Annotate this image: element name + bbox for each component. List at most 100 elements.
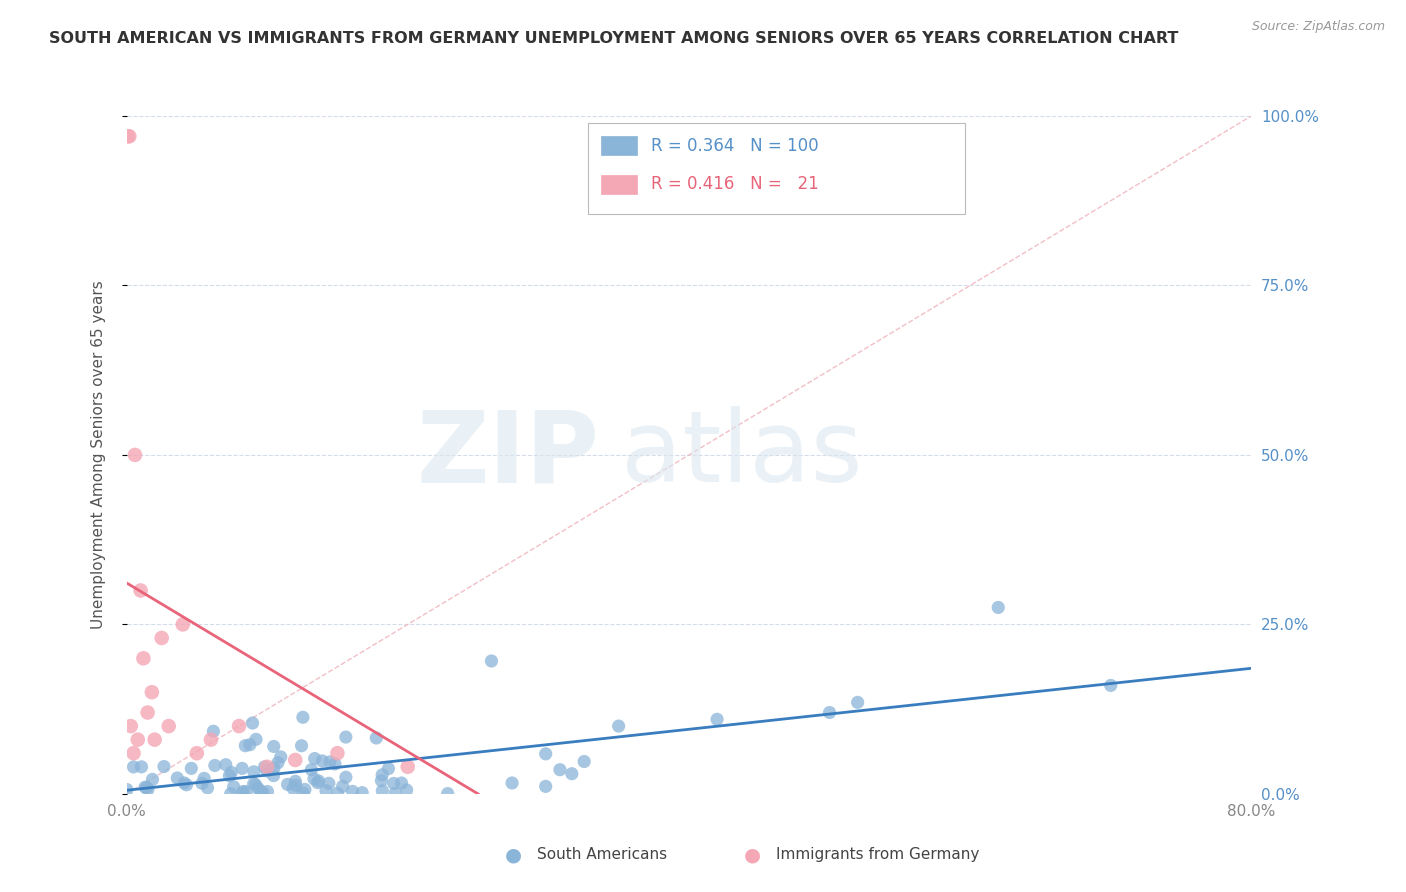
- Point: [352, 786, 374, 800]
- Point: [235, 784, 257, 798]
- Point: [232, 786, 254, 800]
- Point: [263, 769, 285, 783]
- Point: [219, 787, 242, 801]
- Point: [136, 782, 159, 797]
- Point: [263, 739, 285, 754]
- Point: [534, 747, 557, 761]
- Text: R = 0.416   N =   21: R = 0.416 N = 21: [651, 176, 818, 194]
- Point: [335, 730, 357, 744]
- Point: [382, 776, 405, 790]
- Point: [215, 757, 238, 772]
- Point: [157, 719, 180, 733]
- Text: Immigrants from Germany: Immigrants from Germany: [776, 847, 980, 862]
- Point: [193, 772, 215, 786]
- Point: [706, 712, 728, 726]
- Point: [572, 755, 595, 769]
- Point: [323, 757, 346, 772]
- Point: [122, 746, 145, 760]
- Point: [150, 631, 173, 645]
- Point: [326, 786, 349, 800]
- Point: [315, 783, 337, 797]
- Text: ZIP: ZIP: [416, 407, 599, 503]
- Point: [141, 685, 163, 699]
- Point: [131, 760, 153, 774]
- Point: [252, 786, 274, 800]
- Point: [290, 739, 312, 753]
- Point: [253, 760, 276, 774]
- Point: [481, 654, 503, 668]
- FancyBboxPatch shape: [602, 175, 637, 194]
- Point: [202, 724, 225, 739]
- Point: [308, 774, 330, 789]
- Point: [267, 756, 290, 770]
- Point: [117, 129, 139, 144]
- Point: [166, 771, 188, 785]
- Point: [129, 583, 152, 598]
- Point: [377, 762, 399, 776]
- Point: [115, 782, 138, 797]
- Point: [302, 772, 325, 786]
- Point: [299, 763, 322, 777]
- Point: [191, 776, 214, 790]
- Text: SOUTH AMERICAN VS IMMIGRANTS FROM GERMANY UNEMPLOYMENT AMONG SENIORS OVER 65 YEA: SOUTH AMERICAN VS IMMIGRANTS FROM GERMAN…: [49, 31, 1178, 46]
- Point: [242, 716, 264, 731]
- Point: [132, 651, 155, 665]
- Point: [120, 719, 142, 733]
- Point: [136, 706, 159, 720]
- Point: [311, 754, 333, 768]
- Point: [245, 732, 267, 747]
- Point: [292, 786, 315, 800]
- Point: [127, 732, 149, 747]
- Y-axis label: Unemployment Among Seniors over 65 years: Unemployment Among Seniors over 65 years: [91, 281, 105, 629]
- Point: [607, 719, 630, 733]
- Point: [134, 780, 156, 795]
- Point: [391, 776, 413, 790]
- Point: [284, 753, 307, 767]
- Point: [173, 776, 195, 790]
- Point: [332, 780, 354, 794]
- FancyBboxPatch shape: [588, 123, 965, 214]
- Point: [284, 778, 307, 792]
- Point: [245, 778, 267, 792]
- Point: [197, 780, 219, 795]
- Point: [124, 448, 146, 462]
- Point: [228, 719, 250, 733]
- Point: [143, 732, 166, 747]
- Point: [233, 739, 256, 753]
- Point: [200, 732, 222, 747]
- Point: [118, 129, 141, 144]
- Point: [239, 738, 262, 752]
- Point: [366, 731, 388, 745]
- Text: ●: ●: [505, 845, 522, 864]
- Point: [284, 774, 307, 789]
- Point: [436, 787, 458, 801]
- Point: [242, 777, 264, 791]
- Point: [396, 760, 419, 774]
- Point: [283, 781, 305, 796]
- Point: [987, 600, 1010, 615]
- Text: ●: ●: [744, 845, 761, 864]
- Point: [384, 786, 406, 800]
- Point: [176, 778, 198, 792]
- FancyBboxPatch shape: [602, 136, 637, 155]
- Point: [395, 783, 418, 797]
- Point: [153, 759, 176, 773]
- Text: R = 0.364   N = 100: R = 0.364 N = 100: [651, 136, 818, 155]
- Point: [222, 780, 245, 794]
- Point: [141, 772, 163, 787]
- Point: [371, 768, 394, 782]
- Point: [818, 706, 841, 720]
- Point: [263, 761, 285, 775]
- Point: [256, 784, 278, 798]
- Point: [122, 760, 145, 774]
- Point: [135, 780, 157, 795]
- Point: [371, 784, 394, 798]
- Point: [335, 770, 357, 784]
- Point: [326, 746, 349, 760]
- Point: [243, 764, 266, 779]
- Point: [232, 784, 254, 798]
- Point: [186, 746, 208, 760]
- Point: [256, 760, 278, 774]
- Text: South Americans: South Americans: [537, 847, 668, 862]
- Point: [204, 758, 226, 772]
